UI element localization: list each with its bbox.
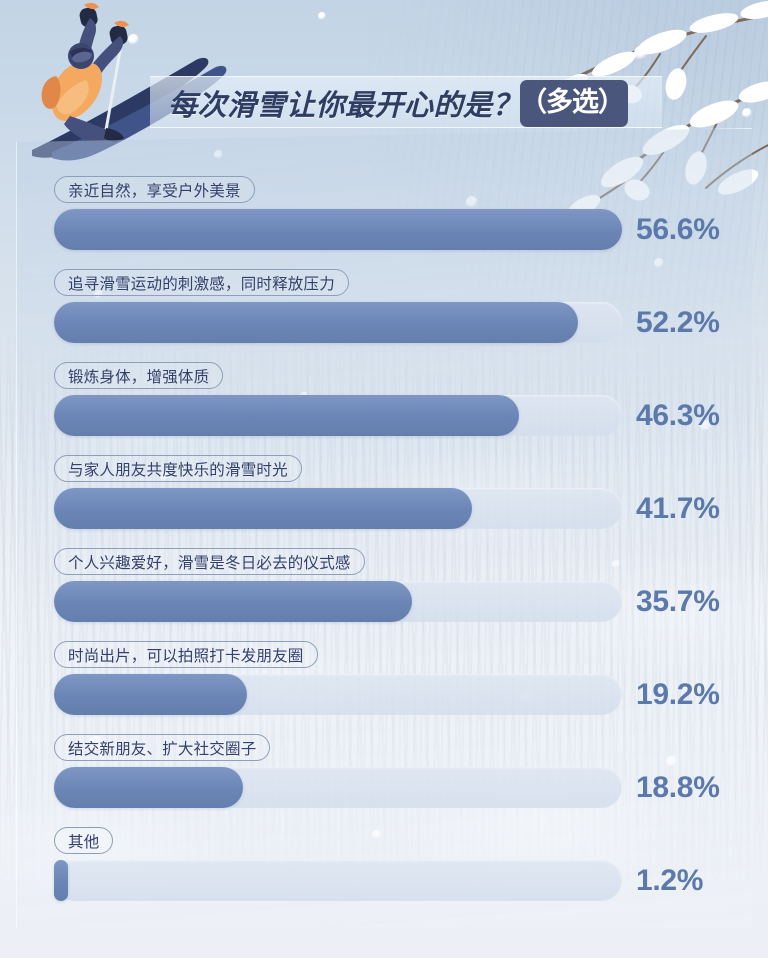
bar-track: [54, 860, 622, 901]
category-label: 亲近自然，享受户外美景: [54, 176, 255, 203]
bar-track: [54, 674, 622, 715]
chart-row: 其他 1.2%: [0, 827, 768, 920]
category-label: 其他: [54, 827, 114, 854]
chart-row: 个人兴趣爱好，滑雪是冬日必去的仪式感 35.7%: [0, 548, 768, 641]
bar-fill: [54, 860, 68, 901]
bar-fill: [54, 209, 622, 250]
title-text: 每次滑雪让你最开心的是？: [168, 90, 523, 122]
category-label: 时尚出片，可以拍照打卡发朋友圈: [54, 641, 318, 668]
chart-row: 与家人朋友共度快乐的滑雪时光 41.7%: [0, 455, 768, 548]
chart-row: 时尚出片，可以拍照打卡发朋友圈 19.2%: [0, 641, 768, 734]
bar-value-label: 19.2%: [636, 677, 720, 711]
bar-value-label: 52.2%: [636, 305, 720, 339]
bar-track: [54, 488, 622, 529]
category-label: 个人兴趣爱好，滑雪是冬日必去的仪式感: [54, 548, 365, 575]
category-label: 与家人朋友共度快乐的滑雪时光: [54, 455, 302, 482]
category-label: 结交新朋友、扩大社交圈子: [54, 734, 271, 761]
bar-chart: 亲近自然，享受户外美景 56.6% 追寻滑雪运动的刺激感，同时释放压力 52.2% 锻炼…: [0, 176, 768, 920]
bar-track: [54, 302, 622, 343]
bar-track: [54, 209, 622, 250]
multi-select-badge: （多选）: [520, 79, 629, 127]
bar-fill: [54, 767, 243, 808]
bar-value-label: 1.2%: [636, 863, 704, 897]
bar-value-label: 56.6%: [636, 212, 720, 246]
bar-track: [54, 395, 622, 436]
bar-fill: [54, 395, 519, 436]
bar-fill: [54, 581, 413, 622]
chart-row: 结交新朋友、扩大社交圈子 18.8%: [0, 734, 768, 827]
category-label: 追寻滑雪运动的刺激感，同时释放压力: [54, 269, 349, 296]
bar-fill: [54, 674, 247, 715]
chart-row: 锻炼身体，增强体质 46.3%: [0, 362, 768, 455]
page-title: 每次滑雪让你最开心的是？ （多选）: [168, 78, 629, 128]
bar-value-label: 18.8%: [636, 770, 720, 804]
bar-track: [54, 767, 622, 808]
bar-track: [54, 581, 622, 622]
bar-value-label: 46.3%: [636, 398, 720, 432]
bar-fill: [54, 488, 473, 529]
bar-value-label: 35.7%: [636, 584, 720, 618]
bar-fill: [54, 302, 578, 343]
chart-row: 追寻滑雪运动的刺激感，同时释放压力 52.2%: [0, 269, 768, 362]
bar-value-label: 41.7%: [636, 491, 720, 525]
category-label: 锻炼身体，增强体质: [54, 362, 224, 389]
chart-row: 亲近自然，享受户外美景 56.6%: [0, 176, 768, 269]
